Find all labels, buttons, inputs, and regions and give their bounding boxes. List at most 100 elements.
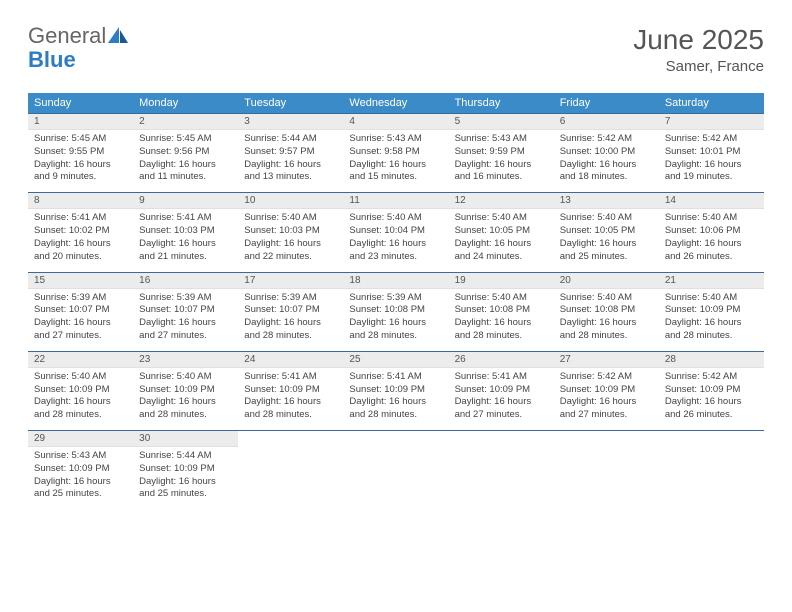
day-number: 7 [659, 114, 764, 130]
title-block: June 2025 Samer, France [633, 24, 764, 75]
sunset-text: Sunset: 10:08 PM [349, 304, 442, 317]
dow-tuesday: Tuesday [238, 93, 343, 114]
sunset-text: Sunset: 10:09 PM [349, 384, 442, 397]
day-details: Sunrise: 5:41 AMSunset: 10:09 PMDaylight… [343, 368, 448, 430]
calendar-grid: Sunday Monday Tuesday Wednesday Thursday… [28, 93, 764, 509]
sunset-text: Sunset: 9:59 PM [455, 146, 548, 159]
sunrise-text: Sunrise: 5:41 AM [139, 212, 232, 225]
calendar-week-row: 29Sunrise: 5:43 AMSunset: 10:09 PMDaylig… [28, 431, 764, 510]
day-number: 8 [28, 193, 133, 209]
day-number: 15 [28, 273, 133, 289]
day-details: Sunrise: 5:41 AMSunset: 10:03 PMDaylight… [133, 209, 238, 271]
calendar-day-cell: 8Sunrise: 5:41 AMSunset: 10:02 PMDayligh… [28, 193, 133, 272]
day-details: Sunrise: 5:40 AMSunset: 10:09 PMDaylight… [659, 289, 764, 351]
calendar-day-cell [554, 431, 659, 510]
calendar-day-cell: 4Sunrise: 5:43 AMSunset: 9:58 PMDaylight… [343, 114, 448, 193]
brand-logo: General Blue [28, 24, 130, 72]
calendar-day-cell: 17Sunrise: 5:39 AMSunset: 10:07 PMDaylig… [238, 272, 343, 351]
sunrise-text: Sunrise: 5:40 AM [455, 212, 548, 225]
sunrise-text: Sunrise: 5:40 AM [349, 212, 442, 225]
daylight-text: Daylight: 16 hours and 28 minutes. [665, 317, 758, 343]
sunset-text: Sunset: 9:57 PM [244, 146, 337, 159]
calendar-day-cell: 25Sunrise: 5:41 AMSunset: 10:09 PMDaylig… [343, 351, 448, 430]
calendar-day-cell: 27Sunrise: 5:42 AMSunset: 10:09 PMDaylig… [554, 351, 659, 430]
day-details: Sunrise: 5:40 AMSunset: 10:08 PMDaylight… [449, 289, 554, 351]
calendar-day-cell: 29Sunrise: 5:43 AMSunset: 10:09 PMDaylig… [28, 431, 133, 510]
sunset-text: Sunset: 10:04 PM [349, 225, 442, 238]
sunrise-text: Sunrise: 5:40 AM [139, 371, 232, 384]
day-number: 4 [343, 114, 448, 130]
day-number: 16 [133, 273, 238, 289]
logo-text-general: General [28, 23, 106, 48]
sunset-text: Sunset: 10:05 PM [560, 225, 653, 238]
sunrise-text: Sunrise: 5:41 AM [349, 371, 442, 384]
day-details: Sunrise: 5:39 AMSunset: 10:07 PMDaylight… [28, 289, 133, 351]
sunrise-text: Sunrise: 5:40 AM [560, 212, 653, 225]
sunrise-text: Sunrise: 5:39 AM [139, 292, 232, 305]
day-details: Sunrise: 5:40 AMSunset: 10:05 PMDaylight… [554, 209, 659, 271]
calendar-day-cell: 20Sunrise: 5:40 AMSunset: 10:08 PMDaylig… [554, 272, 659, 351]
sunset-text: Sunset: 10:09 PM [560, 384, 653, 397]
sunrise-text: Sunrise: 5:43 AM [34, 450, 127, 463]
sunrise-text: Sunrise: 5:42 AM [665, 133, 758, 146]
sunset-text: Sunset: 10:01 PM [665, 146, 758, 159]
sunset-text: Sunset: 10:09 PM [665, 384, 758, 397]
calendar-day-cell: 24Sunrise: 5:41 AMSunset: 10:09 PMDaylig… [238, 351, 343, 430]
day-number: 6 [554, 114, 659, 130]
daylight-text: Daylight: 16 hours and 13 minutes. [244, 159, 337, 185]
day-number: 28 [659, 352, 764, 368]
sunset-text: Sunset: 10:03 PM [139, 225, 232, 238]
daylight-text: Daylight: 16 hours and 24 minutes. [455, 238, 548, 264]
calendar-week-row: 22Sunrise: 5:40 AMSunset: 10:09 PMDaylig… [28, 351, 764, 430]
daylight-text: Daylight: 16 hours and 26 minutes. [665, 396, 758, 422]
day-details: Sunrise: 5:41 AMSunset: 10:09 PMDaylight… [449, 368, 554, 430]
calendar-day-cell: 9Sunrise: 5:41 AMSunset: 10:03 PMDayligh… [133, 193, 238, 272]
calendar-day-cell: 13Sunrise: 5:40 AMSunset: 10:05 PMDaylig… [554, 193, 659, 272]
sunset-text: Sunset: 10:00 PM [560, 146, 653, 159]
day-details: Sunrise: 5:40 AMSunset: 10:09 PMDaylight… [133, 368, 238, 430]
sunrise-text: Sunrise: 5:40 AM [244, 212, 337, 225]
sunset-text: Sunset: 10:08 PM [455, 304, 548, 317]
dow-monday: Monday [133, 93, 238, 114]
dow-saturday: Saturday [659, 93, 764, 114]
daylight-text: Daylight: 16 hours and 25 minutes. [34, 476, 127, 502]
location-label: Samer, France [633, 58, 764, 75]
daylight-text: Daylight: 16 hours and 9 minutes. [34, 159, 127, 185]
daylight-text: Daylight: 16 hours and 28 minutes. [244, 396, 337, 422]
day-number: 23 [133, 352, 238, 368]
daylight-text: Daylight: 16 hours and 20 minutes. [34, 238, 127, 264]
calendar-day-cell [343, 431, 448, 510]
calendar-day-cell: 30Sunrise: 5:44 AMSunset: 10:09 PMDaylig… [133, 431, 238, 510]
sunrise-text: Sunrise: 5:42 AM [665, 371, 758, 384]
day-number: 18 [343, 273, 448, 289]
sunrise-text: Sunrise: 5:45 AM [34, 133, 127, 146]
sunset-text: Sunset: 10:07 PM [139, 304, 232, 317]
day-number: 1 [28, 114, 133, 130]
calendar-day-cell: 22Sunrise: 5:40 AMSunset: 10:09 PMDaylig… [28, 351, 133, 430]
day-number: 14 [659, 193, 764, 209]
daylight-text: Daylight: 16 hours and 27 minutes. [139, 317, 232, 343]
month-title: June 2025 [633, 24, 764, 56]
calendar-day-cell: 6Sunrise: 5:42 AMSunset: 10:00 PMDayligh… [554, 114, 659, 193]
calendar-day-cell: 7Sunrise: 5:42 AMSunset: 10:01 PMDayligh… [659, 114, 764, 193]
calendar-day-cell [659, 431, 764, 510]
daylight-text: Daylight: 16 hours and 28 minutes. [34, 396, 127, 422]
sunset-text: Sunset: 9:58 PM [349, 146, 442, 159]
calendar-day-cell: 18Sunrise: 5:39 AMSunset: 10:08 PMDaylig… [343, 272, 448, 351]
sunset-text: Sunset: 10:09 PM [455, 384, 548, 397]
day-number: 21 [659, 273, 764, 289]
day-number: 9 [133, 193, 238, 209]
calendar-day-cell: 12Sunrise: 5:40 AMSunset: 10:05 PMDaylig… [449, 193, 554, 272]
calendar-day-cell [238, 431, 343, 510]
daylight-text: Daylight: 16 hours and 28 minutes. [349, 317, 442, 343]
calendar-week-row: 1Sunrise: 5:45 AMSunset: 9:55 PMDaylight… [28, 114, 764, 193]
sunrise-text: Sunrise: 5:40 AM [455, 292, 548, 305]
day-details: Sunrise: 5:40 AMSunset: 10:04 PMDaylight… [343, 209, 448, 271]
day-details: Sunrise: 5:42 AMSunset: 10:00 PMDaylight… [554, 130, 659, 192]
sunset-text: Sunset: 10:06 PM [665, 225, 758, 238]
sunrise-text: Sunrise: 5:39 AM [244, 292, 337, 305]
dow-thursday: Thursday [449, 93, 554, 114]
day-number: 22 [28, 352, 133, 368]
calendar-week-row: 15Sunrise: 5:39 AMSunset: 10:07 PMDaylig… [28, 272, 764, 351]
day-details: Sunrise: 5:44 AMSunset: 9:57 PMDaylight:… [238, 130, 343, 192]
